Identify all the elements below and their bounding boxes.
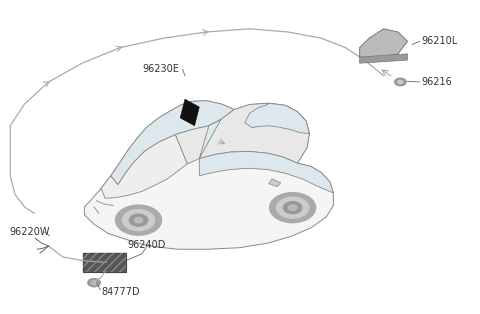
Polygon shape [111,101,234,185]
Text: 96240D: 96240D [128,240,166,250]
Polygon shape [269,179,281,187]
Circle shape [129,214,148,226]
Circle shape [288,205,297,210]
Circle shape [398,80,403,84]
Polygon shape [180,99,199,126]
Circle shape [395,78,406,86]
Polygon shape [199,120,333,193]
Text: 96216: 96216 [422,77,453,87]
Polygon shape [360,29,408,60]
FancyBboxPatch shape [84,253,126,272]
Circle shape [91,281,97,284]
Circle shape [270,192,316,223]
Polygon shape [84,101,333,249]
Text: 96220W: 96220W [9,227,50,237]
Circle shape [116,205,161,235]
Polygon shape [175,103,310,164]
Text: 84777D: 84777D [101,287,140,297]
Polygon shape [245,103,310,133]
Circle shape [88,279,100,287]
Text: 96230E: 96230E [142,64,179,74]
Polygon shape [360,54,408,63]
Circle shape [284,202,302,214]
Circle shape [134,218,143,223]
Circle shape [122,210,155,231]
Text: 96210L: 96210L [422,36,458,46]
Circle shape [276,197,309,218]
Polygon shape [101,134,187,198]
